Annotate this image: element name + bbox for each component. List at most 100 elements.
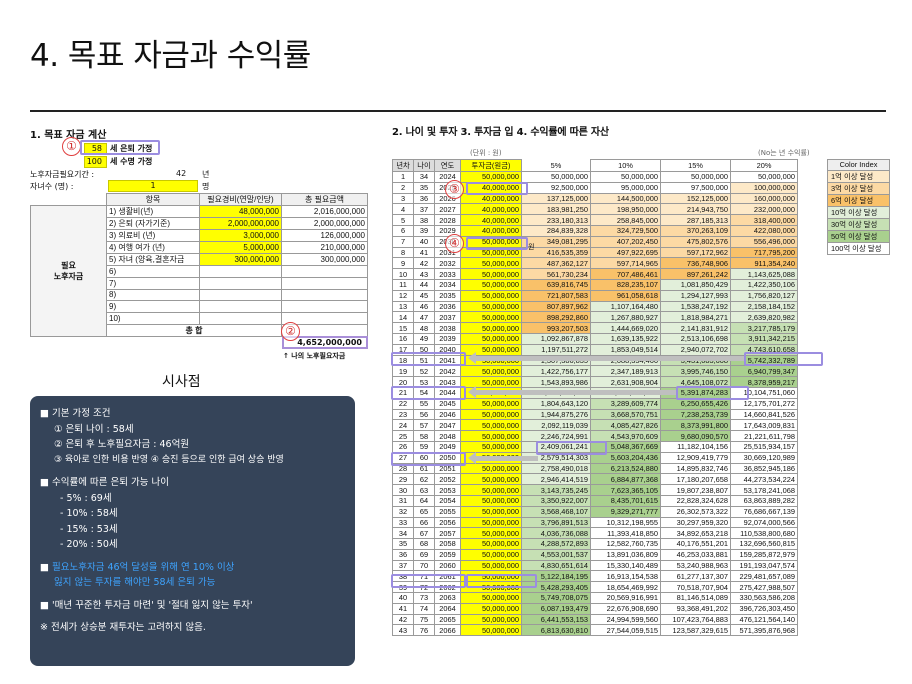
row-rate-15: 53,240,988,963: [660, 559, 731, 572]
row-rate-20: 110,538,800,680: [730, 527, 798, 540]
row-rate-5: 1,197,511,272: [521, 343, 591, 356]
row-rate-10: 6,884,877,368: [590, 473, 661, 486]
row-principal[interactable]: 50,000,000: [460, 505, 522, 518]
row-principal[interactable]: 50,000,000: [460, 451, 522, 464]
row-principal[interactable]: 50,000,000: [460, 300, 522, 313]
row-rate-15: 107,423,764,883: [660, 613, 731, 626]
row-principal[interactable]: 50,000,000: [460, 602, 522, 615]
insight-assumptions-heading: ■ 기본 가정 조건: [40, 408, 111, 419]
row-rate-10: 8,435,701,615: [590, 494, 661, 507]
life-age-value[interactable]: 100: [84, 156, 107, 168]
row-rate-5: 4,553,001,537: [521, 548, 591, 561]
row-principal[interactable]: 50,000,000: [460, 419, 522, 432]
row-principal[interactable]: 50,000,000: [460, 376, 522, 388]
row-year: 2028: [434, 214, 461, 226]
row-principal[interactable]: 50,000,000: [460, 278, 522, 291]
needs-cost-input[interactable]: 300,000,000: [199, 253, 282, 266]
row-rate-10: 50,000,000: [590, 171, 661, 183]
needs-cost-input[interactable]: [199, 288, 282, 302]
row-rate-10: 24,994,599,560: [590, 613, 661, 626]
row-rate-20: 3,911,342,215: [730, 332, 798, 345]
row-rate-20: 2,158,184,152: [730, 300, 798, 313]
row-principal[interactable]: 40,000,000: [460, 192, 522, 205]
children-value[interactable]: 1: [108, 180, 198, 192]
row-rate-10: 18,654,469,992: [590, 581, 661, 594]
needs-cost-input[interactable]: [199, 300, 282, 314]
row-principal[interactable]: 50,000,000: [460, 473, 522, 486]
row-principal[interactable]: 50,000,000: [460, 235, 522, 248]
row-principal[interactable]: 50,000,000: [460, 311, 522, 324]
row-principal[interactable]: 50,000,000: [460, 343, 522, 356]
row-principal[interactable]: 50,000,000: [460, 570, 522, 583]
row-principal[interactable]: 50,000,000: [460, 624, 522, 637]
row-principal[interactable]: 40,000,000: [460, 181, 522, 194]
legend-item: 30억 이상 달성: [827, 217, 890, 231]
row-age: 66: [413, 516, 435, 529]
row-rate-10: 2,347,189,913: [590, 365, 661, 378]
needs-cost-input[interactable]: [199, 276, 282, 290]
row-principal[interactable]: 50,000,000: [460, 613, 522, 626]
row-rate-20: 191,193,047,574: [730, 559, 798, 572]
row-principal[interactable]: 40,000,000: [460, 203, 522, 216]
row-principal[interactable]: 50,000,000: [460, 484, 522, 496]
row-principal[interactable]: 50,000,000: [460, 538, 522, 550]
row-rate-15: 22,828,324,628: [660, 494, 731, 507]
row-principal[interactable]: 50,000,000: [460, 527, 522, 540]
row-year: 2058: [434, 538, 461, 550]
needs-row: 3) 의료비 (년) 3,000,000 126,000,000: [31, 229, 368, 242]
row-age: 45: [413, 289, 435, 302]
needs-group-label: 필요 노후자금: [30, 205, 107, 337]
needs-row: 5) 자녀 (양육,결혼자금 300,000,000 300,000,000: [31, 253, 368, 266]
needs-cost-input[interactable]: 5,000,000: [199, 241, 282, 254]
row-principal[interactable]: 50,000,000: [460, 322, 522, 334]
row-year-index: 41: [392, 602, 414, 615]
row-principal[interactable]: 50,000,000: [460, 516, 522, 529]
row-principal[interactable]: 50,000,000: [460, 386, 522, 399]
insight-needed-funds: ② 은퇴 후 노후필요자금 : 46억원: [54, 439, 190, 450]
row-year: 2040: [434, 343, 461, 356]
row-principal[interactable]: 50,000,000: [460, 430, 522, 442]
row-principal[interactable]: 50,000,000: [460, 171, 522, 183]
needs-cost-input[interactable]: [199, 265, 282, 278]
table-header-row: 항목 필요경비(연말/인당) 총 필요금액: [31, 193, 368, 206]
row-age: 55: [413, 397, 435, 410]
row-principal[interactable]: 50,000,000: [460, 581, 522, 594]
row-age: 59: [413, 440, 435, 453]
total-needs-note: ↑ 나의 노후필요자금: [283, 352, 346, 360]
row-year: 2051: [434, 462, 461, 475]
row-principal[interactable]: 50,000,000: [460, 289, 522, 302]
needs-cost-input[interactable]: [199, 312, 282, 325]
retire-age-value[interactable]: 58: [84, 143, 107, 155]
retire-age-label: 세 은퇴 가정: [110, 144, 153, 153]
row-principal[interactable]: 50,000,000: [460, 462, 522, 475]
needs-cost-input[interactable]: 2,000,000,000: [199, 217, 282, 230]
row-principal[interactable]: 40,000,000: [460, 214, 522, 226]
table-row: 9 42 2032 50,000,000 487,362,127 597,714,965 7…: [392, 257, 798, 270]
row-principal[interactable]: 50,000,000: [460, 494, 522, 507]
row-principal[interactable]: 50,000,000: [460, 246, 522, 259]
row-principal[interactable]: 50,000,000: [460, 548, 522, 561]
row-principal[interactable]: 50,000,000: [460, 332, 522, 345]
row-year-index: 10: [392, 268, 414, 280]
row-rate-5: 3,568,468,107: [521, 505, 591, 518]
row-principal[interactable]: 50,000,000: [460, 365, 522, 378]
row-principal[interactable]: 40,000,000: [460, 224, 522, 237]
row-principal[interactable]: 50,000,000: [460, 257, 522, 270]
row-principal[interactable]: 50,000,000: [460, 268, 522, 280]
needs-cost-input[interactable]: 48,000,000: [199, 205, 282, 218]
row-year-index: 5: [392, 214, 414, 226]
row-rate-5: 2,946,414,519: [521, 473, 591, 486]
row-principal[interactable]: 50,000,000: [460, 408, 522, 421]
row-age: 57: [413, 419, 435, 432]
row-principal[interactable]: 50,000,000: [460, 354, 522, 367]
row-principal[interactable]: 50,000,000: [460, 397, 522, 410]
needs-cost-input[interactable]: 3,000,000: [199, 229, 282, 242]
table-row: 42 75 2065 50,000,000 6,441,553,153 24,994,59…: [392, 613, 798, 626]
row-principal[interactable]: 50,000,000: [460, 592, 522, 604]
row-rate-10: 1,107,164,480: [590, 300, 661, 313]
row-principal[interactable]: 50,000,000: [460, 559, 522, 572]
needs-sum-label: 총 합: [106, 323, 282, 337]
row-rate-20: 1,422,350,106: [730, 278, 798, 291]
table-row: 16 49 2039 50,000,000 1,092,867,878 1,639,135…: [392, 332, 798, 345]
row-principal[interactable]: 50,000,000: [460, 440, 522, 453]
